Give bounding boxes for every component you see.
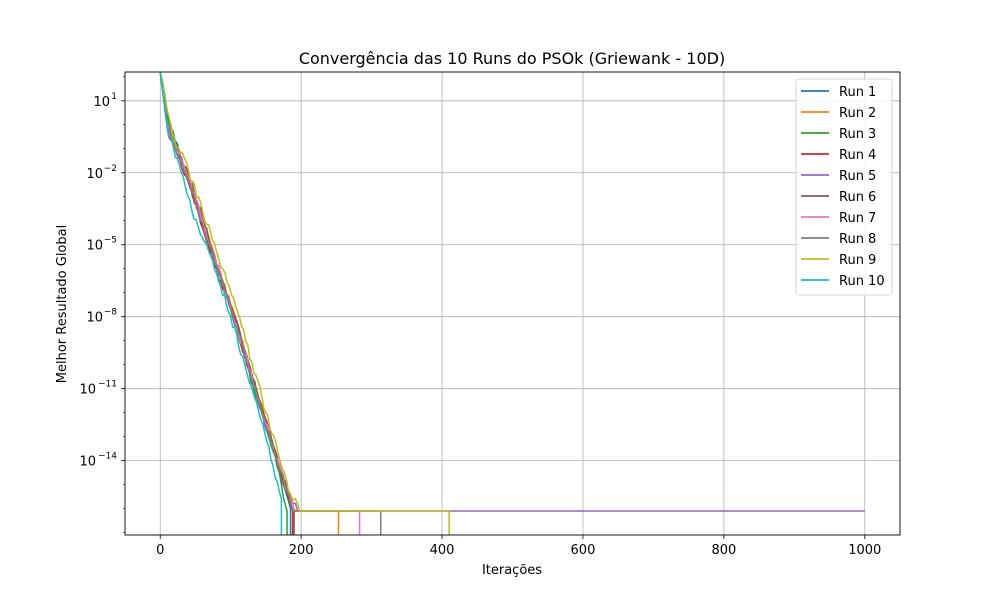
axes-frame xyxy=(124,71,901,536)
y-axis-label: Melhor Resultado Global xyxy=(55,225,70,383)
y-tick-exponent: −8 xyxy=(104,308,118,318)
x-tick-label: 0 xyxy=(156,543,164,558)
y-tick-exponent: −11 xyxy=(98,380,117,390)
y-tick-base: 10 xyxy=(79,383,96,398)
legend-item: Run 3 xyxy=(801,127,876,142)
legend-label: Run 3 xyxy=(839,127,876,142)
y-tick-label: 10 1 xyxy=(93,92,117,110)
legend-label: Run 9 xyxy=(839,253,876,268)
legend-item: Run 1 xyxy=(801,85,876,100)
legend-item: Run 2 xyxy=(801,106,876,121)
y-tick-base: 10 xyxy=(86,311,103,326)
series-line-run-8 xyxy=(159,72,382,535)
y-tick-base: 10 xyxy=(93,95,110,110)
y-tick-base: 10 xyxy=(79,455,96,470)
x-tick-label: 800 xyxy=(711,543,736,558)
legend-item: Run 6 xyxy=(801,190,876,205)
y-tick-exponent: −5 xyxy=(104,236,117,246)
y-tick-label: 10 −14 xyxy=(79,452,117,470)
legend: Run 1 Run 2 Run 3 Run 4 Run 5 Run 6 Run 7 Run 8… xyxy=(795,78,893,296)
x-tick-label: 1000 xyxy=(848,543,881,558)
legend-label: Run 5 xyxy=(839,169,876,184)
y-tick-label: 10 −5 xyxy=(86,236,117,254)
y-tick-label: 10 −8 xyxy=(86,308,117,326)
legend-label: Run 2 xyxy=(839,106,876,121)
series-line-run-10 xyxy=(159,72,283,535)
legend-label: Run 1 xyxy=(839,85,876,100)
legend-label: Run 6 xyxy=(839,190,876,205)
y-tick-base: 10 xyxy=(86,167,103,182)
legend-item: Run 9 xyxy=(801,253,876,268)
legend-label: Run 7 xyxy=(839,211,876,226)
legend-item: Run 4 xyxy=(801,148,876,163)
legend-label: Run 8 xyxy=(839,232,876,247)
y-tick-exponent: −14 xyxy=(98,452,117,462)
series-lines xyxy=(159,72,865,535)
legend-label: Run 4 xyxy=(839,148,876,163)
x-tick-label: 400 xyxy=(430,543,455,558)
y-tick-label: 10 −2 xyxy=(86,164,117,182)
legend-item: Run 7 xyxy=(801,211,876,226)
legend-item: Run 8 xyxy=(801,232,876,247)
y-tick-base: 10 xyxy=(86,239,103,254)
x-tick-label: 200 xyxy=(289,543,314,558)
legend-item: Run 5 xyxy=(801,169,876,184)
y-tick-exponent: −2 xyxy=(104,164,117,174)
x-tick-label: 600 xyxy=(571,543,596,558)
legend-item: Run 10 xyxy=(801,274,885,289)
legend-label: Run 10 xyxy=(839,274,885,289)
chart-title: Convergência das 10 Runs do PSOk (Griewa… xyxy=(299,49,725,68)
y-tick-exponent: 1 xyxy=(111,92,117,102)
series-line-run-9 xyxy=(159,72,450,535)
x-axis-label: Iterações xyxy=(482,563,542,578)
y-tick-label: 10 −11 xyxy=(79,380,117,398)
